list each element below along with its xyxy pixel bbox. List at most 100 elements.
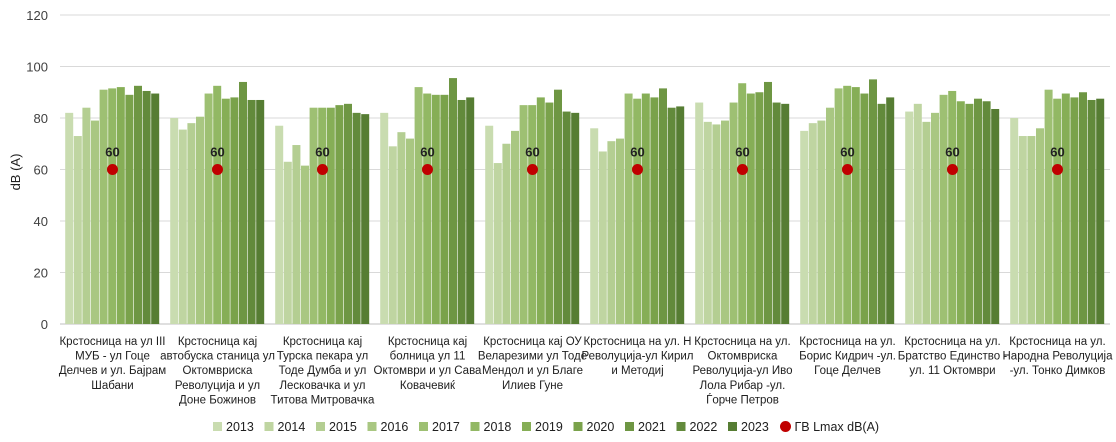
bar-2017 (834, 88, 843, 324)
bar-2023 (676, 106, 685, 324)
bar-2018 (633, 98, 642, 324)
bar-2023 (571, 112, 580, 324)
bar-2015 (187, 123, 196, 325)
bar-2016 (301, 165, 309, 324)
legend-swatch (213, 422, 222, 431)
bar-2023 (991, 108, 1000, 324)
y-axis-label: dB (A) (8, 154, 23, 191)
bar-2019 (1061, 93, 1070, 324)
bar-2022 (877, 103, 886, 325)
legend-swatch (316, 422, 325, 431)
bar-2016 (196, 116, 204, 325)
limit-data-label: 60 (630, 145, 644, 160)
x-category-label: Крстосница на ул III МУБ - ул Гоце Делчев … (59, 336, 166, 392)
bar-2022 (247, 99, 256, 324)
bar-2023 (1096, 98, 1105, 324)
y-tick-label: 60 (34, 163, 48, 178)
limit-data-label: 60 (105, 145, 119, 160)
bar-2013 (275, 125, 284, 324)
limit-data-label: 60 (840, 145, 854, 160)
bar-2019 (326, 107, 335, 324)
bar-2017 (624, 93, 633, 324)
y-axis: 0 20 40 60 80 100 120 (26, 8, 48, 332)
bar-2017 (729, 102, 738, 324)
bar-2013 (65, 112, 74, 324)
limit-marker (107, 164, 118, 175)
bar-2016 (91, 120, 99, 324)
reference-markers: 60 60 60 60 60 60 60 60 60 60 (105, 145, 1065, 175)
bar-2017 (939, 94, 948, 324)
bar-2015 (712, 124, 721, 324)
bar-2014 (283, 161, 292, 324)
legend-label: ГВ Lmax dB(A) (795, 420, 880, 434)
x-category-label: Крстосница на ул. Октомвриска Револуција-у… (693, 336, 793, 406)
bar-2020 (860, 93, 869, 324)
bar-2016 (616, 138, 624, 324)
bar-2023 (466, 97, 475, 325)
bar-2019 (536, 97, 545, 325)
bar-2014 (598, 151, 607, 324)
legend-label: 2023 (741, 420, 769, 434)
bar-2019 (746, 93, 755, 324)
bar-2014 (1018, 136, 1027, 324)
y-tick-label: 20 (34, 266, 48, 281)
bar-2023 (256, 99, 265, 324)
legend-label: 2021 (638, 420, 666, 434)
limit-marker (737, 164, 748, 175)
bar-2013 (170, 118, 179, 324)
x-category-label: Крстосница на ул. Борис Кидрич -ул. Гоце Д… (799, 336, 896, 377)
x-category-label: Крстосница кај ОУ Веларезими ул Тоде Мендо… (478, 336, 587, 392)
legend-label: 2015 (329, 420, 357, 434)
bar-2020 (755, 92, 764, 324)
y-tick-label: 40 (34, 214, 48, 229)
limit-marker (212, 164, 223, 175)
bar-2019 (956, 101, 965, 324)
legend-label: 2022 (690, 420, 718, 434)
bar-2018 (528, 105, 537, 324)
bar-2015 (817, 120, 826, 324)
bar-2022 (352, 112, 361, 324)
legend-swatch (780, 421, 791, 432)
legend-swatch (676, 422, 686, 431)
bar-2015 (922, 121, 931, 324)
legend-swatch (419, 422, 428, 431)
y-tick-label: 120 (26, 8, 48, 23)
limit-data-label: 60 (945, 145, 959, 160)
legend-label: 2014 (278, 420, 306, 434)
bar-2020 (125, 94, 134, 324)
legend-swatch (573, 422, 583, 431)
bar-2016 (931, 112, 939, 324)
bar-2022 (457, 99, 466, 324)
bar-2021 (1079, 92, 1087, 324)
bar-2015 (607, 141, 616, 324)
y-tick-label: 0 (41, 317, 48, 332)
bar-2019 (641, 93, 650, 324)
limit-marker (842, 164, 853, 175)
bar-2021 (134, 85, 142, 324)
bar-2020 (545, 102, 554, 324)
bar-2014 (703, 121, 712, 324)
bar-2021 (869, 79, 877, 324)
legend-label: 2018 (484, 420, 512, 434)
limit-marker (317, 164, 328, 175)
legend-label: 2017 (432, 420, 460, 434)
bar-2020 (335, 105, 344, 324)
legend: 2013 2014 2015 2016 2017 2018 2019 2020 2021 2022… (213, 420, 879, 434)
limit-data-label: 60 (735, 145, 749, 160)
bar-2022 (982, 101, 991, 324)
bar-2013 (695, 102, 704, 324)
bar-2021 (449, 78, 457, 325)
bar-2016 (826, 107, 834, 324)
bar-2013 (800, 130, 809, 324)
bar-2022 (772, 102, 781, 324)
bar-2013 (485, 125, 494, 324)
limit-marker (527, 164, 538, 175)
bar-2016 (1036, 128, 1044, 324)
limit-data-label: 60 (420, 145, 434, 160)
bar-2019 (221, 98, 230, 324)
bar-2020 (230, 97, 239, 325)
bar-2017 (519, 105, 528, 324)
bar-2015 (82, 107, 91, 324)
bar-2019 (116, 87, 125, 324)
bar-2015 (292, 145, 301, 324)
